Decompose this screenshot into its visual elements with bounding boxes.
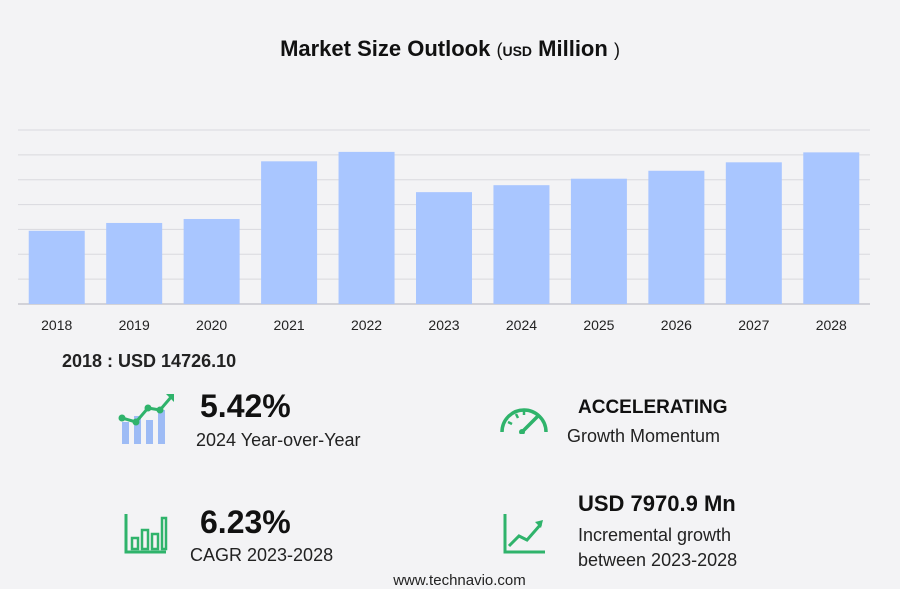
bar-2026 [648,170,705,304]
title-main: Market Size Outlook [280,36,491,61]
bar-2018 [28,230,85,304]
chart-title: Market Size Outlook (USD Million ) [0,36,900,62]
base-year-value: 2018 : USD 14726.10 [62,351,237,371]
title-unit: USD [502,43,533,59]
x-tick-label: 2018 [41,317,72,333]
incremental-label-line2: between 2023-2028 [578,550,738,570]
momentum-value: ACCELERATING [578,397,728,418]
x-tick-label: 2021 [274,317,305,333]
x-tick-label: 2026 [661,317,692,333]
title-million: Million [538,36,608,61]
x-tick-label: 2027 [738,317,769,333]
bar-2021 [261,161,318,304]
bar-2024 [493,185,550,304]
x-tick-label: 2023 [428,317,459,333]
x-tick-label: 2024 [506,317,537,333]
yoy-label: 2024 Year-over-Year [196,430,361,450]
bar-chart: 2018 2019 2020 2021 2022 2023 2024 2025 2026 2027… [18,129,870,333]
bar-graph-icon [124,514,168,554]
bar-2028 [803,152,860,304]
incremental-value: USD 7970.9 Mn [578,491,736,516]
bar-2025 [570,178,627,304]
title-close-paren: ) [613,40,620,60]
bar-2020 [183,218,240,304]
speedometer-icon [500,408,548,434]
cagr-value: 6.23% [200,504,291,540]
yoy-value: 5.42% [200,388,291,424]
bar-2022 [338,151,395,304]
cagr-label: CAGR 2023-2028 [190,545,334,565]
source-url: www.technavio.com [393,572,526,589]
x-tick-label: 2019 [119,317,150,333]
x-tick-label: 2022 [351,317,382,333]
x-tick-label: 2020 [196,317,227,333]
line-graph-icon [503,514,545,554]
growth-chart-icon [118,394,174,444]
bar-2027 [725,162,782,304]
title-open-paren: ( [496,40,503,60]
momentum-label: Growth Momentum [567,426,721,446]
bar-2023 [416,192,472,304]
bar-2019 [106,222,163,304]
x-tick-label: 2028 [816,317,847,333]
x-tick-label: 2025 [583,317,614,333]
incremental-label-line1: Incremental growth [578,525,732,545]
